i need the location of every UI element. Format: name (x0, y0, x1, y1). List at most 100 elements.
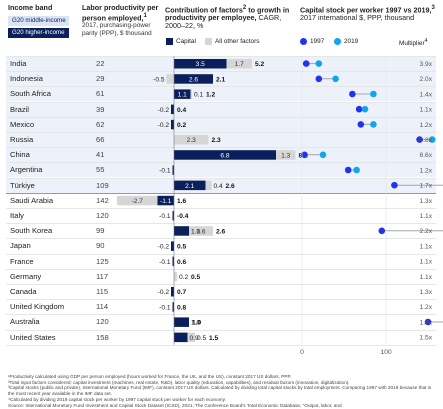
contrib-header-sup: 2 (242, 5, 247, 11)
income-band-header: Income band (8, 3, 53, 12)
country-label: Canada (10, 287, 37, 296)
legend-middle-income: G20 middle-income (8, 16, 69, 26)
row-separator (6, 147, 436, 149)
dot-2019-icon (334, 38, 341, 45)
labor-value: 29 (96, 74, 105, 84)
row-separator (6, 116, 436, 118)
footnote-4: ⁴Calculated by dividing 2019 capital sto… (8, 396, 226, 402)
other-value-label: 0.5 (197, 335, 206, 342)
country-label: Russia (10, 135, 34, 144)
country-label: Australia (10, 317, 40, 327)
labor-value: 114 (96, 302, 109, 312)
country-label: United Kingdom (10, 302, 65, 312)
dot-1997-icon (300, 38, 307, 45)
country-label: South Korea (10, 226, 53, 236)
labor-value: 62 (96, 119, 105, 129)
total-value-label: 0.8 (177, 304, 186, 311)
capital-value-label: -0.1 (159, 304, 171, 311)
total-value-label: -0.4 (177, 213, 189, 220)
multiplier-value: 1.1x (420, 243, 433, 250)
multiplier-value: 1.8x (420, 319, 433, 326)
footnote-1: ¹Productivity calculated using GDP per p… (8, 374, 292, 379)
total-value-label: 0.5 (177, 244, 186, 251)
country-label: Türkiye (10, 180, 35, 190)
labor-value: 125 (96, 256, 109, 266)
other-factors-bar (117, 195, 158, 206)
row-separator (6, 238, 436, 240)
row-band-middle (6, 132, 436, 147)
capital-value-label: 0.9 (190, 335, 199, 342)
row-separator (6, 344, 436, 346)
other-factors-bar (189, 226, 213, 236)
labor-value: 41 (96, 150, 105, 160)
row-separator (6, 329, 436, 331)
multiplier-value: 1.3x (420, 198, 433, 205)
country-label: United States (10, 332, 56, 342)
country-label: Japan (10, 241, 31, 251)
labor-header: Labor productivity per person employed,1… (82, 3, 160, 37)
row-separator (6, 299, 436, 301)
capital-bar (172, 302, 174, 312)
legend-2019-label: 2019 (344, 38, 359, 46)
multiplier-value: 1.1x (420, 274, 433, 281)
labor-value: 109 (96, 180, 109, 190)
row-separator (6, 208, 436, 209)
legend-other: All other factors (205, 38, 259, 45)
capital-bar (171, 241, 174, 251)
row-band-middle (6, 56, 436, 71)
labor-value: 61 (96, 89, 105, 99)
labor-value: 39 (96, 104, 105, 114)
multiplier-value: 1.2x (420, 304, 433, 311)
scatter-tick-label: 0 (300, 349, 304, 356)
country-label: Italy (10, 211, 24, 220)
legend-higher-income: G20 higher-income (8, 28, 69, 38)
footnotes: ¹Productivity calculated using GDP per p… (8, 374, 436, 408)
row-separator (6, 192, 436, 194)
labor-value: 22 (96, 59, 105, 68)
country-label: Saudi Arabia (10, 195, 54, 205)
labor-value: 158 (96, 332, 109, 342)
capital-bar (174, 332, 188, 343)
capital-header-sub: 2017 international $, PPP, thousand (300, 13, 415, 23)
row-band-middle (6, 147, 436, 163)
country-label: France (10, 256, 34, 266)
row-band-middle (6, 86, 436, 102)
row-separator (6, 253, 436, 255)
multiplier-header: Multiplier4 (399, 38, 428, 47)
multiplier-value: 1.1x (420, 213, 433, 220)
row-band-middle (6, 101, 436, 117)
capital-bar (174, 226, 189, 236)
contrib-header-title: Contribution of factors (165, 5, 243, 15)
capital-bar (172, 256, 174, 267)
capital-value-label: -0.2 (158, 289, 170, 296)
labor-value: 142 (96, 195, 109, 205)
legend-2019: 2019 (334, 38, 358, 45)
scatter-tick-label: 100 (380, 349, 392, 356)
dot-1997 (424, 318, 432, 326)
labor-value: 120 (96, 317, 109, 327)
total-value-label: 1.5 (209, 335, 218, 342)
contrib-header-sub: CAGR, 2000–22, % (165, 13, 282, 31)
dot-1997 (378, 227, 386, 235)
total-value-label: 2.6 (216, 228, 225, 235)
footnote-3: ³Capital stocks (public and private), In… (8, 385, 432, 397)
multiplier-sup: 4 (424, 38, 428, 44)
total-value-label: 0.5 (191, 274, 200, 281)
labor-value: 115 (96, 287, 109, 296)
capital-header-sup: 3 (431, 5, 435, 11)
row-separator (6, 177, 436, 179)
other-value-label: 1.6 (196, 228, 205, 235)
capital-value-label: 1.0 (191, 228, 200, 235)
labor-value: 66 (96, 135, 105, 144)
footnote-2: ²Total input factors considered: capital… (8, 379, 350, 385)
labor-value: 55 (96, 165, 105, 175)
total-value-label: 0.7 (177, 289, 186, 296)
row-band-middle (6, 116, 436, 132)
row-band-middle (6, 177, 436, 193)
country-label: Indonesia (10, 74, 43, 84)
country-label: India (10, 59, 27, 68)
labor-value: 120 (96, 211, 109, 220)
footnote-source: Source: International Monetary Fund Inve… (8, 402, 342, 408)
capital-header-title: Capital stock per worker 1997 vs 2019, (300, 5, 432, 15)
capital-value-label: 1.0 (191, 320, 200, 327)
